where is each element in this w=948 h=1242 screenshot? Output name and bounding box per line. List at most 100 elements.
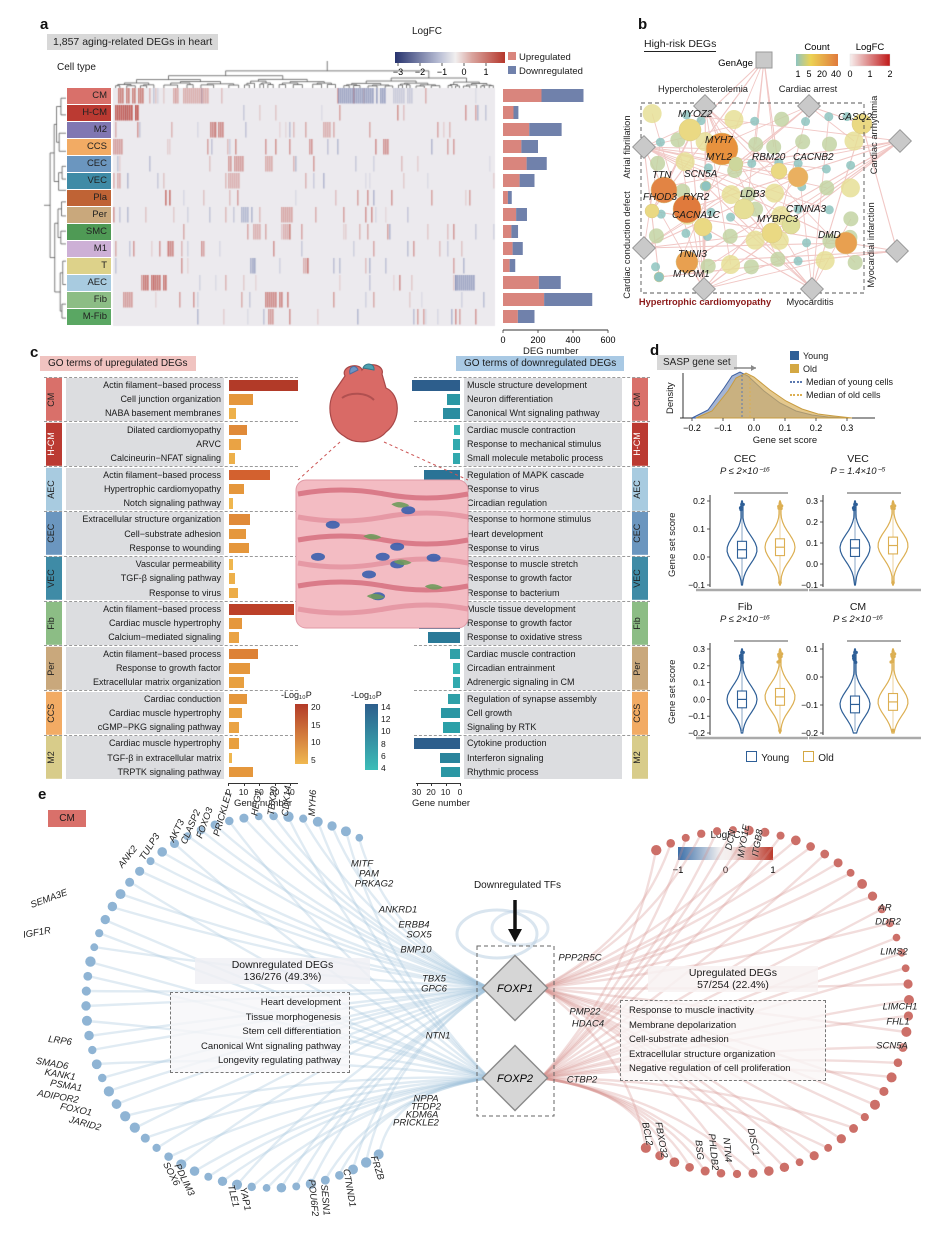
svg-text:Hypertrophic cardiomyopathy: Hypertrophic cardiomyopathy <box>639 297 772 307</box>
pvalue-legend-tick: 10 <box>311 737 321 748</box>
gene-label-ANKRD1: ANKRD1 <box>378 904 418 916</box>
go-term-bar <box>228 604 294 615</box>
svg-text:1: 1 <box>867 69 872 79</box>
svg-text:0: 0 <box>461 67 466 77</box>
legend-label: Young <box>803 351 829 361</box>
downregulated-degs-box-title: Downregulated DEGs 136/276 (49.3%) <box>195 958 370 984</box>
down-box-item: Canonical Wnt signaling pathway <box>201 1040 341 1052</box>
panel-a-label: a <box>40 16 49 33</box>
axis-tick-label: 30 <box>269 787 280 798</box>
go-term-bar <box>228 632 240 643</box>
violin-pvalue-Fib: P ≤ 2×10⁻¹⁶ <box>720 614 770 625</box>
axis-tick-label: 20 <box>254 787 264 798</box>
go-label-bg <box>66 512 224 556</box>
pvalue-legend-tick: 20 <box>311 702 321 712</box>
gene-label-GPC6: GPC6 <box>421 983 447 995</box>
go-term-bar <box>452 453 460 464</box>
legend-label: Old <box>818 753 834 764</box>
cell-type-row-CCS: CCS <box>67 139 111 155</box>
pvalue-legend-tick: 4 <box>381 763 386 774</box>
go-term-label: Regulation of synapse assembly <box>467 693 597 704</box>
violin-pvalue-VEC: P = 1.4×10⁻⁵ <box>830 466 886 477</box>
gene-label-NTN4: NTN4 <box>720 1137 734 1163</box>
cell-type-row-CEC: CEC <box>67 156 111 172</box>
go-term-label: Response to virus <box>467 542 540 553</box>
go-term-bar <box>228 469 271 481</box>
svg-text:Myocardial infarction: Myocardial infarction <box>866 202 876 287</box>
go-label-bg <box>464 422 622 466</box>
go-term-bar <box>228 559 234 570</box>
legend-label: Old <box>803 364 818 374</box>
gene-label-SOX5: SOX5 <box>406 929 432 941</box>
violin-title-CEC: CEC <box>733 453 757 465</box>
svg-text:−0.2: −0.2 <box>688 728 705 738</box>
genage-label: GenAge <box>718 58 753 69</box>
upregulated-degs-box-title: Upregulated DEGs 57/254 (22.4%) <box>648 966 818 992</box>
go-label-bg <box>66 736 224 780</box>
svg-text:CACNB2: CACNB2 <box>793 152 834 163</box>
gene-label-KDM6A: KDM6A <box>405 1109 439 1121</box>
down-box-title: Downregulated DEGs <box>231 959 334 971</box>
cell-type-row-AEC: AEC <box>67 275 111 291</box>
go-label-bg <box>66 467 224 511</box>
go-term-bar <box>228 483 244 495</box>
go-term-label: Actin filament−based process <box>103 380 221 390</box>
svg-text:LogFC: LogFC <box>856 42 885 53</box>
svg-text:1: 1 <box>483 67 488 77</box>
pvalue-legend-tick: 8 <box>381 738 386 749</box>
svg-text:CASQ2: CASQ2 <box>838 112 872 123</box>
gene-label-MITF: MITF <box>350 858 374 870</box>
violin-legend-Old: Old <box>803 751 834 764</box>
go-term-label: cGMP−PKG signaling pathway <box>97 722 221 732</box>
go-label-bg <box>464 557 622 600</box>
svg-text:0.2: 0.2 <box>806 517 818 527</box>
go-term-label: Actin filament−based process <box>103 648 221 659</box>
go-term-bar <box>228 439 241 450</box>
panel-c-label: c <box>30 344 39 361</box>
high-risk-deg-network: GenAge Hypercholesterolemia Cardiac arrest… <box>622 42 913 307</box>
panel-b-title: High-risk DEGs <box>644 38 717 52</box>
go-term-bar <box>228 587 238 599</box>
go-term-bar <box>441 707 460 719</box>
go-term-bar <box>228 738 240 749</box>
up-box-title: Upregulated DEGs <box>688 967 778 979</box>
svg-text:600: 600 <box>600 335 615 345</box>
svg-text:Cardiac conduction defect: Cardiac conduction defect <box>622 191 632 299</box>
go-term-bar <box>228 677 244 688</box>
gene-label-TBX5: TBX5 <box>422 973 446 985</box>
gene-label-HDAC4: HDAC4 <box>571 1018 605 1030</box>
up-box-item: Negative regulation of cell proliferatio… <box>629 1063 791 1074</box>
svg-text:400: 400 <box>565 335 580 345</box>
go-term-bar <box>452 663 460 674</box>
down-box-item: Longevity regulating pathway <box>217 1055 341 1066</box>
go-term-bar <box>442 408 460 419</box>
go-term-bar <box>439 752 460 764</box>
svg-text:TNNI3: TNNI3 <box>678 249 707 260</box>
svg-text:Count: Count <box>804 42 830 53</box>
logfc-colorbar: −3 −2 −1 0 1 <box>393 52 505 77</box>
go-downregulated-title: GO terms of downregulated DEGs <box>456 356 625 371</box>
cell-type-row-Per: Per <box>67 207 111 223</box>
axis-tick <box>460 783 461 787</box>
legend-upregulated: Upregulated <box>508 52 571 63</box>
svg-text:0.0: 0.0 <box>693 552 705 562</box>
go-cell-chip-H-CM: H-CM <box>46 422 62 466</box>
svg-text:−1: −1 <box>673 865 684 876</box>
cell-type-row-M2: M2 <box>67 122 111 138</box>
svg-text:MYH7: MYH7 <box>705 135 733 146</box>
svg-text:CACNA1C: CACNA1C <box>672 210 721 221</box>
group-separator <box>44 645 298 647</box>
svg-text:−1: −1 <box>437 67 447 77</box>
legend-item-Median of old cells: Median of old cells <box>790 390 881 400</box>
go-term-label: Cell growth <box>467 707 513 718</box>
go-term-bar <box>228 648 258 660</box>
go-term-label: Heart development <box>467 528 544 539</box>
svg-text:0.1: 0.1 <box>806 644 818 654</box>
go-term-bar <box>446 394 460 405</box>
logfc-colorbar-title: LogFC <box>412 26 443 37</box>
violin-plot-Fib: 0.3 0.2 0.1 0.0 −0.1 −0.2 <box>688 640 808 740</box>
svg-text:0.0: 0.0 <box>806 559 818 569</box>
pvalue-legend-title: -Log₁₀P <box>281 690 312 700</box>
cell-type-row-M1: M1 <box>67 241 111 257</box>
go-term-label: Small molecule metabolic process <box>467 453 604 464</box>
